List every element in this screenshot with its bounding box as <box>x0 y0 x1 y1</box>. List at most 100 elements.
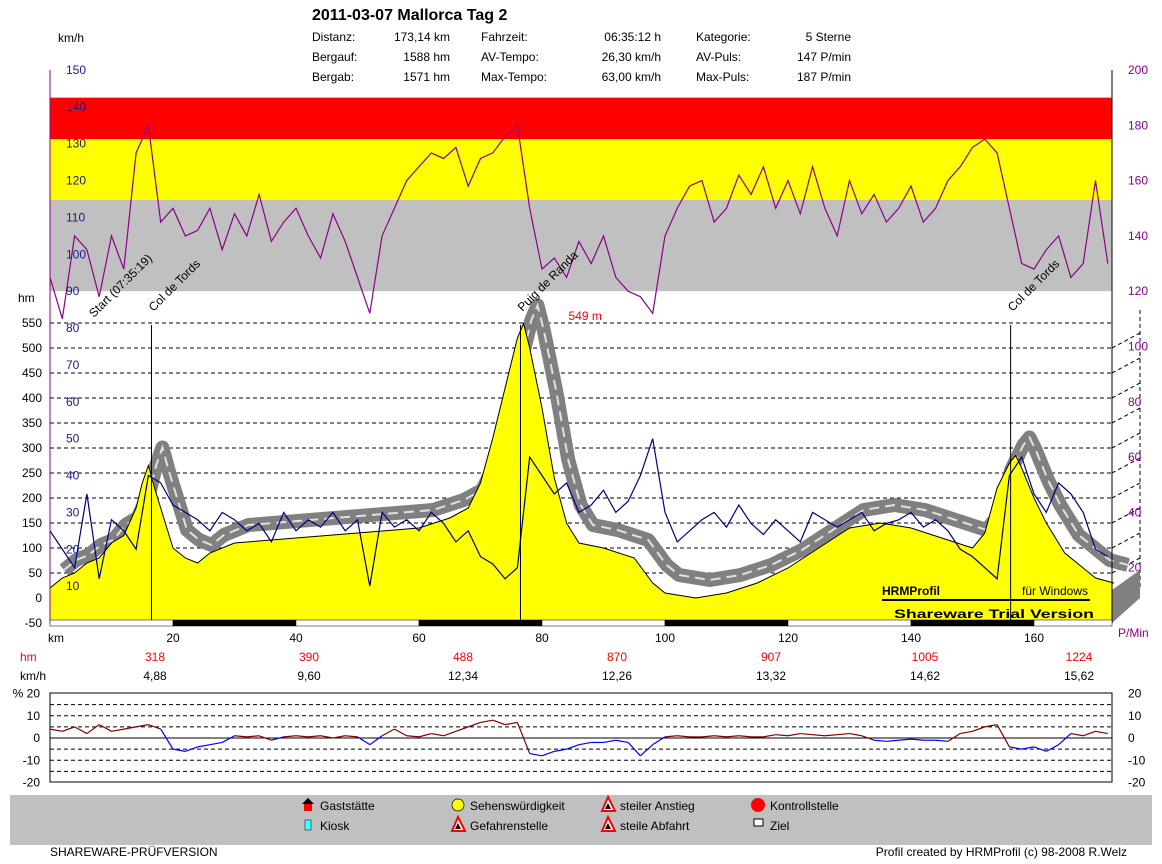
gradient-segment <box>603 739 616 744</box>
stat-value: 1588 hm <box>403 50 450 64</box>
elevation-axis-unit: hm <box>18 291 35 305</box>
hr-tick: 140 <box>1128 229 1148 243</box>
kiosk <box>304 819 312 831</box>
gradient-segment <box>369 735 383 746</box>
summary-speed-value: 9,60 <box>297 669 321 683</box>
speed-tick: 90 <box>66 284 80 298</box>
km-scale-segment <box>1033 619 1113 627</box>
gradient-segment <box>345 735 358 738</box>
elevation-tick: 200 <box>22 491 42 505</box>
stat-label: AV-Tempo: <box>481 50 539 64</box>
stat-value: 5 Sterne <box>806 30 852 44</box>
gradient-tick-left: 0 <box>33 731 40 745</box>
warning-icon <box>450 814 467 832</box>
elevation-tick: 50 <box>29 566 43 580</box>
gradient-segment <box>960 730 973 735</box>
hr-tick: 40 <box>1128 505 1142 519</box>
stat-label: Max-Puls: <box>696 70 749 84</box>
stat-value: 187 P/min <box>797 70 851 84</box>
flag <box>753 818 764 827</box>
gradient-segment <box>258 735 272 741</box>
gradient-segment <box>824 734 838 737</box>
gradient-segment <box>1033 746 1047 752</box>
legend-label: Gefahrenstelle <box>470 819 548 833</box>
gradient-segment <box>357 736 371 746</box>
speed-tick: 80 <box>66 321 80 335</box>
gradient-segment <box>148 724 161 730</box>
gradient-segment <box>615 739 629 744</box>
km-tick: 160 <box>1024 631 1044 645</box>
gradient-segment <box>984 724 998 728</box>
perspective-gridline <box>1111 332 1141 349</box>
stat-label: Distanz: <box>312 30 355 44</box>
gradient-segment <box>627 742 641 757</box>
km-scale-segment <box>787 619 912 627</box>
gradient-tick-left: -10 <box>23 753 41 767</box>
hr-tick: 180 <box>1128 118 1148 132</box>
legend-label: steile Abfahrt <box>620 819 690 833</box>
gradient-segment <box>221 735 235 743</box>
gradient-segment <box>443 730 457 737</box>
speed-tick: 140 <box>66 100 86 114</box>
gradient-segment <box>1058 733 1072 746</box>
elevation-tick: 0 <box>35 591 42 605</box>
gradient-segment <box>467 721 481 728</box>
gradient-segment <box>492 719 506 726</box>
km-scale-segment <box>172 619 297 627</box>
gradient-segment <box>234 735 247 738</box>
gradient-segment <box>935 739 948 742</box>
gradient-segment <box>874 739 887 742</box>
gradient-segment <box>246 735 260 738</box>
km-tick: 40 <box>289 631 303 645</box>
summary-speed-value: 13,32 <box>756 669 786 683</box>
speed-tick: 30 <box>66 505 80 519</box>
gradient-segment <box>664 735 678 738</box>
waypoint-note: 549 m <box>568 309 601 323</box>
gradient-segment <box>787 732 801 737</box>
triangle-inner <box>605 823 611 829</box>
gradient-tick-right: 0 <box>1128 731 1135 745</box>
km-axis-unit: km <box>48 631 64 645</box>
gradient-tick-right: 20 <box>1128 687 1142 701</box>
hr-tick: 80 <box>1128 395 1142 409</box>
perspective-gridline <box>1111 357 1141 374</box>
perspective-gridline <box>1111 382 1141 399</box>
legend-label: Kiosk <box>320 819 350 833</box>
km-scale-segment <box>541 619 666 627</box>
gradient-segment <box>763 734 776 738</box>
gradient-segment <box>1070 732 1084 737</box>
km-scale-segment <box>664 619 789 627</box>
speed-tick: 70 <box>66 358 80 372</box>
gradient-segment <box>123 726 137 730</box>
elevation-tick: 450 <box>22 366 42 380</box>
gradient-segment <box>455 726 469 732</box>
summary-hm-value: 488 <box>453 650 473 664</box>
gradient-tick-left: % 20 <box>13 687 41 701</box>
gradient-segment <box>431 732 444 737</box>
stat-value: 147 P/min <box>797 50 851 64</box>
gradient-segment <box>652 736 666 746</box>
speed-tick: 120 <box>66 174 86 188</box>
summary-speed-value: 12,26 <box>602 669 632 683</box>
gradient-segment <box>529 752 543 757</box>
gradient-segment <box>1082 730 1096 737</box>
gradient-segment <box>775 734 789 737</box>
gradient-segment <box>677 735 690 738</box>
summary-speed-value: 14,62 <box>910 669 940 683</box>
gradient-segment <box>62 726 75 732</box>
speed-tick: 20 <box>66 542 80 556</box>
gradient-tick-right: -10 <box>1128 753 1146 767</box>
summary-speed-value: 12,34 <box>448 669 478 683</box>
legend-label: steiler Anstieg <box>620 799 695 813</box>
gradient-segment <box>578 741 592 746</box>
legend-box <box>10 795 1152 845</box>
gradient-segment <box>86 724 100 735</box>
gradient-segment <box>554 748 567 752</box>
km-tick: 100 <box>655 631 675 645</box>
gradient-tick-left: -20 <box>23 776 41 790</box>
summary-hm-value: 318 <box>145 650 165 664</box>
gradient-segment <box>172 748 186 752</box>
footer-left: SHAREWARE-PRÜFVERSION <box>50 845 218 859</box>
perspective-gridline <box>1111 507 1141 524</box>
